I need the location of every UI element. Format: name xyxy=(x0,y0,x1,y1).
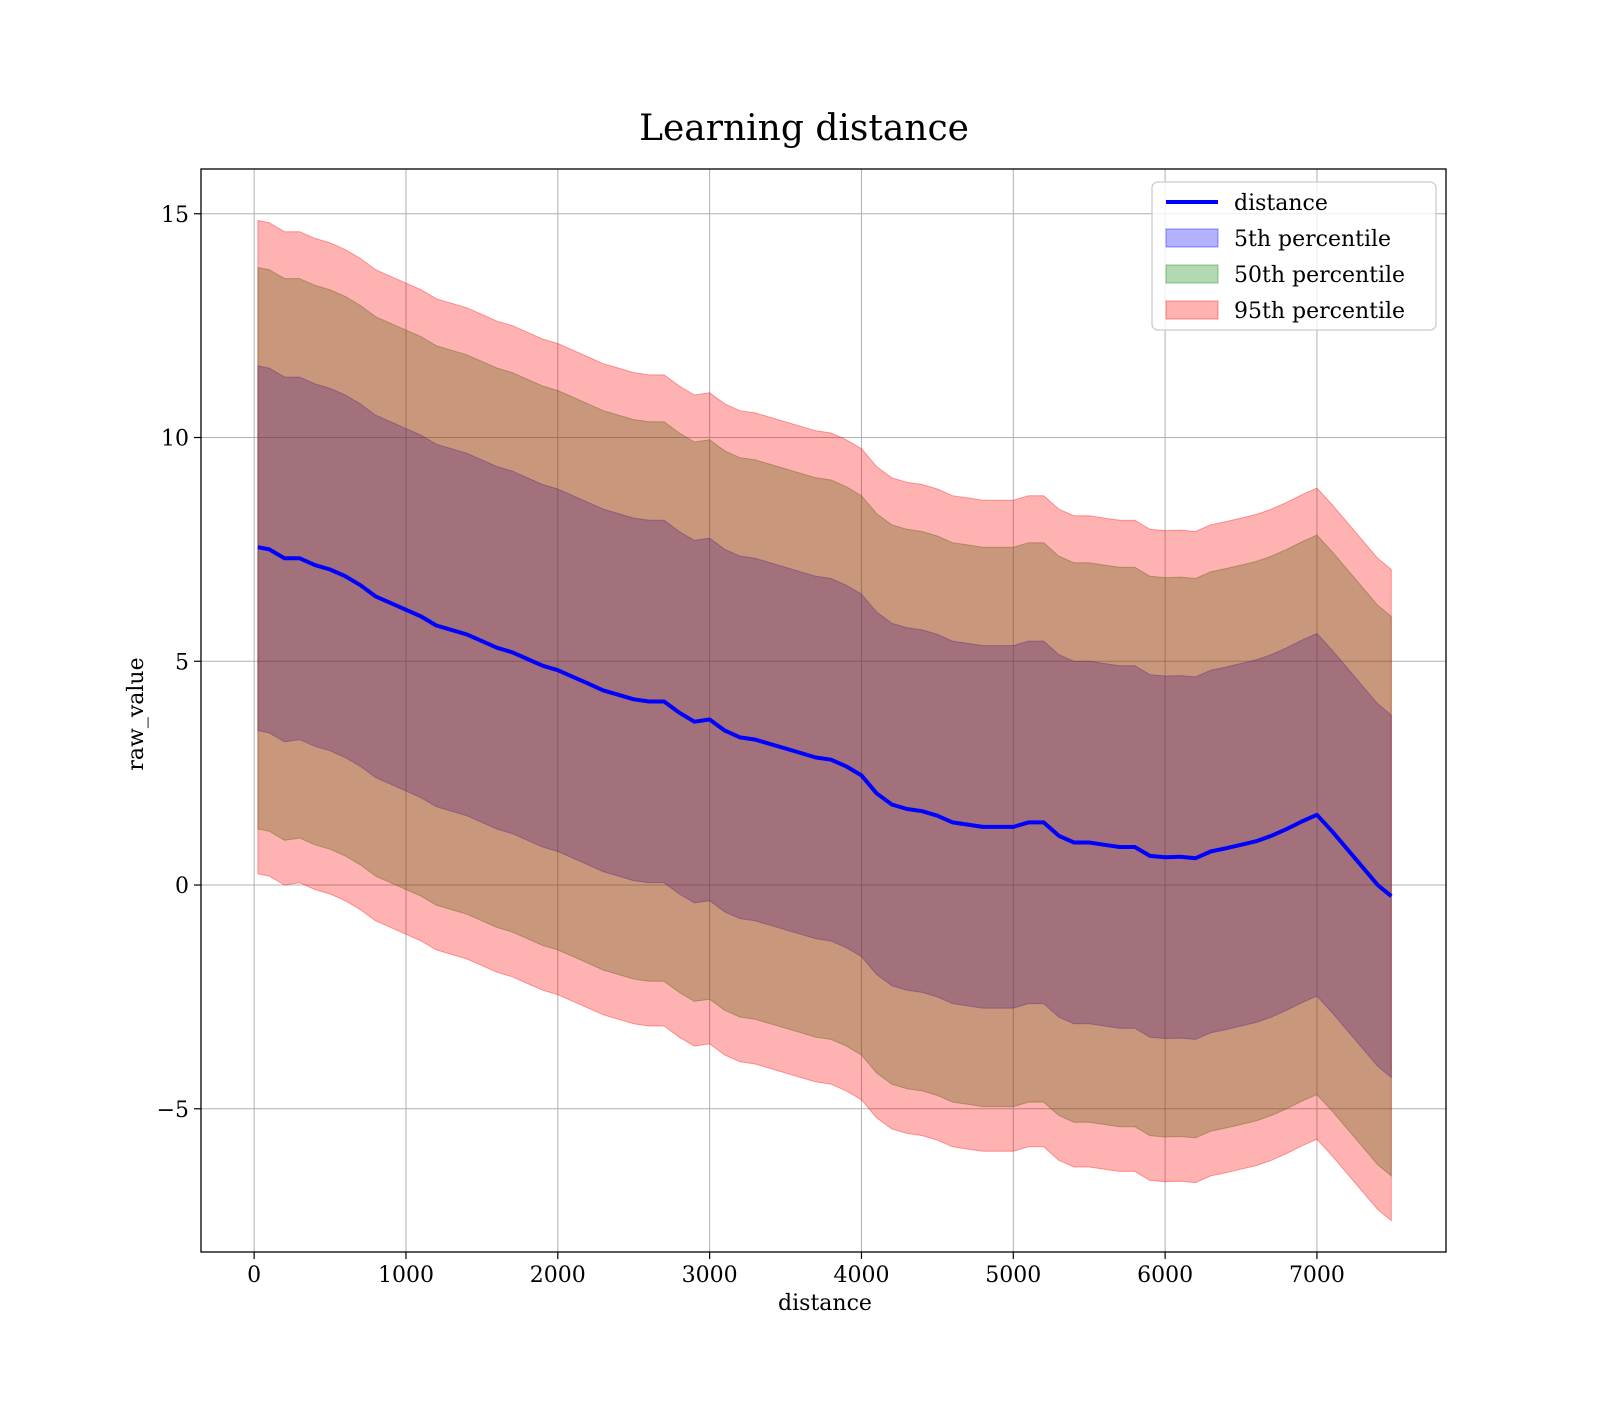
y-tick-label: 5 xyxy=(175,650,189,675)
percentile-bands xyxy=(257,219,1392,1222)
y-axis-ticks: −5 0 5 10 15 xyxy=(157,203,201,1123)
legend-swatch-patch xyxy=(1165,228,1219,248)
legend-box xyxy=(1151,181,1437,331)
x-tick-label: 5000 xyxy=(985,1263,1041,1288)
legend-label: distance xyxy=(1234,191,1328,216)
x-axis-label: distance xyxy=(778,1291,872,1316)
legend-label: 50th percentile xyxy=(1234,263,1405,288)
y-axis-label: raw_value xyxy=(124,657,149,770)
legend: distance 5th percentile 50th percentile 95t… xyxy=(1151,181,1437,331)
legend-swatch-patch xyxy=(1165,264,1219,284)
y-tick-label: 0 xyxy=(175,874,189,899)
grid xyxy=(201,169,1446,1252)
x-tick-label: 0 xyxy=(247,1263,261,1288)
x-tick-label: 6000 xyxy=(1137,1263,1193,1288)
band-5th-percentile xyxy=(257,365,1392,1079)
x-axis-ticks: 0 1000 2000 3000 4000 5000 6000 7000 xyxy=(247,1252,1345,1288)
legend-items: distance 5th percentile 50th percentile 95t… xyxy=(1165,191,1405,324)
x-tick-label: 1000 xyxy=(378,1263,434,1288)
legend-swatch-patch xyxy=(1165,300,1219,320)
legend-label: 5th percentile xyxy=(1234,227,1391,252)
y-tick-label: 10 xyxy=(161,427,189,452)
plot-area xyxy=(200,168,1447,1253)
axes-frame xyxy=(200,168,1447,1253)
series-lines xyxy=(257,545,1393,898)
y-tick-label: 15 xyxy=(161,203,189,228)
legend-label: 95th percentile xyxy=(1234,299,1405,324)
x-tick-label: 2000 xyxy=(530,1263,586,1288)
x-tick-label: 3000 xyxy=(682,1263,738,1288)
band-50th-percentile xyxy=(257,266,1392,1177)
line-distance xyxy=(257,545,1393,898)
band-95th-percentile xyxy=(257,219,1392,1222)
x-tick-label: 4000 xyxy=(833,1263,889,1288)
y-tick-label: −5 xyxy=(157,1098,189,1123)
x-tick-label: 7000 xyxy=(1289,1263,1345,1288)
chart-title: Learning distance xyxy=(639,108,969,149)
